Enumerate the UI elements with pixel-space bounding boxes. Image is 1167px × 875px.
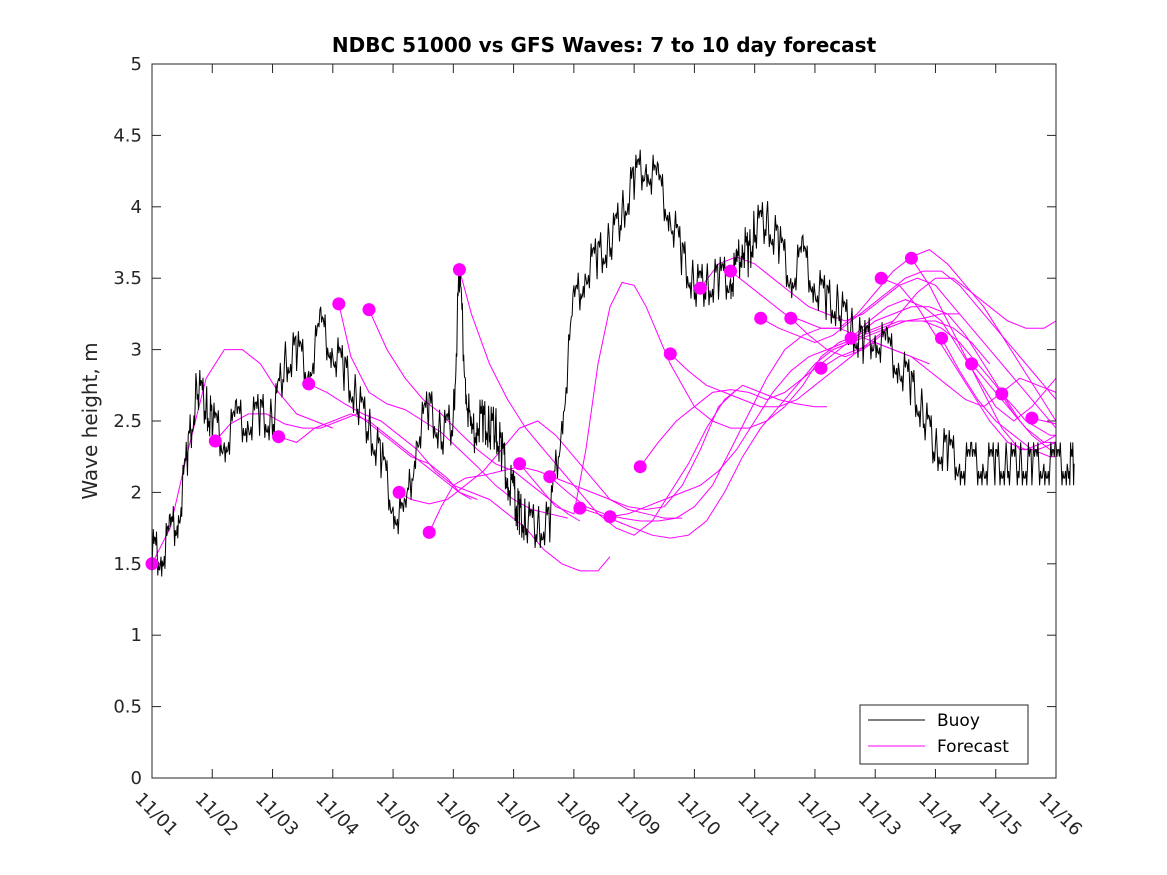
y-tick-label: 2: [131, 482, 142, 503]
forecast-start-marker: [724, 264, 738, 278]
forecast-start-markers: [145, 251, 1039, 571]
forecast-start-marker: [392, 485, 406, 499]
forecast-line: [971, 363, 1056, 443]
y-tick-label: 2.5: [113, 411, 142, 432]
y-tick-label: 1.5: [113, 554, 142, 575]
forecast-line: [639, 306, 1021, 467]
forecast-line: [669, 320, 1051, 450]
forecast-start-marker: [603, 510, 617, 524]
forecast-start-marker: [573, 501, 587, 515]
forecast-start-marker: [633, 460, 647, 474]
forecast-start-marker: [1025, 411, 1039, 425]
forecast-start-marker: [452, 263, 466, 277]
y-tick-label: 0.5: [113, 697, 142, 718]
legend-buoy-label: Buoy: [937, 711, 980, 731]
forecast-start-marker: [935, 331, 948, 345]
forecast-start-marker: [272, 430, 286, 444]
forecast-line: [458, 269, 827, 536]
y-tick-label: 3: [131, 340, 142, 361]
forecast-line: [760, 270, 1057, 400]
forecast-start-marker: [302, 377, 316, 391]
forecast-start-marker: [422, 525, 436, 539]
forecast-start-marker: [754, 311, 768, 325]
plot-frame: [151, 63, 1057, 779]
y-tick-label: 3.5: [113, 268, 142, 289]
forecast-start-marker: [844, 331, 858, 345]
series-layer: [151, 149, 1075, 577]
forecast-line: [214, 413, 472, 500]
legend-forecast-label: Forecast: [937, 737, 1009, 757]
forecast-start-marker: [663, 347, 677, 361]
y-tick-label: 4.5: [113, 125, 142, 146]
forecast-start-marker: [543, 470, 557, 484]
forecast-line: [151, 349, 333, 565]
forecast-start-marker: [332, 297, 346, 311]
forecast-start-marker: [208, 434, 222, 448]
legend-box: [859, 704, 1029, 765]
forecast-line: [790, 277, 1057, 358]
forecast-start-marker: [513, 457, 527, 471]
y-tick-label: 5: [131, 54, 142, 75]
plot-area: [152, 64, 1056, 778]
forecast-start-marker: [965, 357, 979, 371]
y-tick-label: 4: [131, 197, 142, 218]
forecast-line: [850, 299, 1057, 422]
forecast-line: [308, 383, 611, 572]
forecast-start-marker: [995, 387, 1009, 401]
forecast-start-marker: [874, 271, 888, 285]
forecast-line: [881, 277, 1057, 451]
legend: Buoy Forecast: [859, 704, 1029, 765]
y-tick-label: 1: [131, 625, 142, 646]
forecast-line: [519, 281, 894, 515]
chart-title: NDBC 51000 vs GFS Waves: 7 to 10 day for…: [332, 33, 877, 57]
forecast-start-marker: [693, 281, 707, 295]
y-tick-label: 0: [131, 768, 142, 789]
forecast-start-marker: [362, 303, 376, 317]
forecast-line: [820, 341, 1057, 408]
forecast-start-marker: [814, 361, 828, 375]
forecast-start-marker: [784, 311, 798, 325]
forecast-line: [941, 337, 1056, 458]
y-tick-labels: 0 0.5 1 1.5 2 2.5 3 3.5 4 4.5 5: [113, 54, 142, 789]
forecast-line: [699, 256, 1057, 429]
y-axis-label: Wave height, m: [78, 342, 102, 499]
forecast-start-marker: [904, 251, 918, 265]
